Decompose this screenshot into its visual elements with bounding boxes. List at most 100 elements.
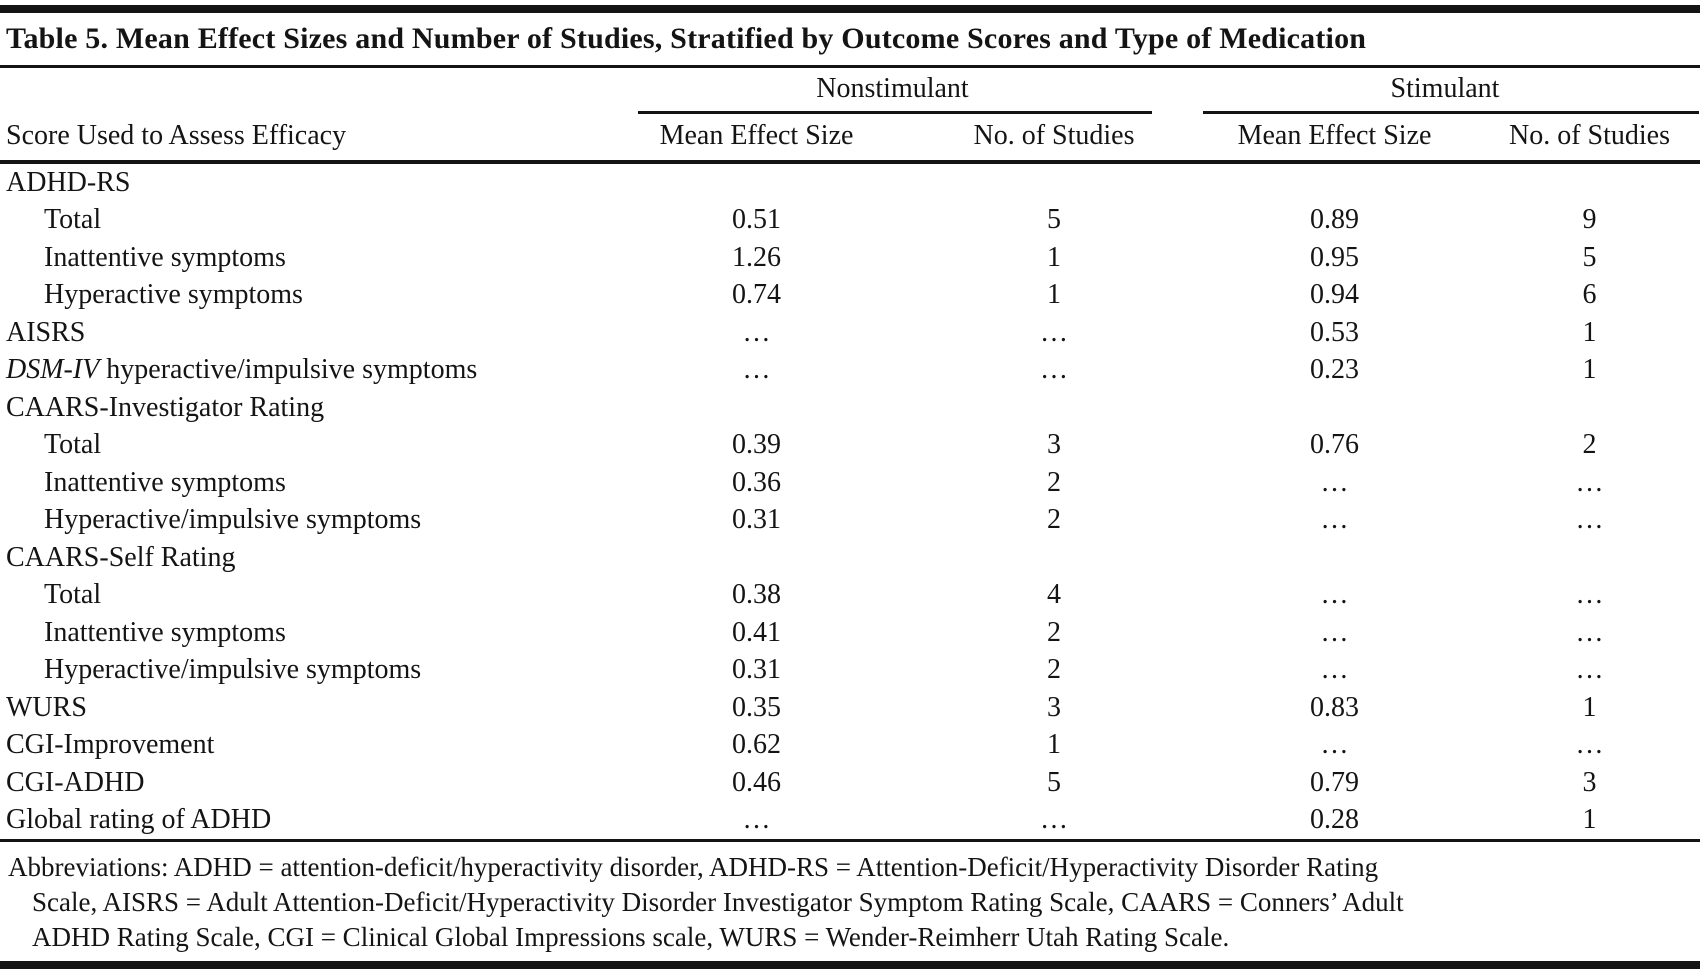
cell-value: 3: [1047, 691, 1061, 723]
table-row: Total 0.39 3 0.76 2: [0, 427, 1700, 465]
table-row: Hyperactive/impulsive symptoms 0.31 2 … …: [0, 502, 1700, 540]
cell-value: 2: [1047, 466, 1061, 498]
footnote-line: Scale, AISRS = Adult Attention-Deficit/H…: [32, 887, 1404, 917]
cell-value: 5: [1047, 204, 1061, 236]
row-label-italic-part: DSM-IV: [6, 354, 100, 386]
table-row: CAARS-Self Rating: [0, 539, 1700, 577]
cell-value: 0.76: [1310, 429, 1359, 461]
cell-value: 1: [1479, 801, 1700, 842]
row-label: ADHD-RS: [6, 166, 131, 198]
cell-value: 0.79: [1310, 766, 1359, 798]
table-row: Total 0.38 4 … …: [0, 577, 1700, 615]
top-rule: [0, 5, 1700, 13]
cell-value: 3: [1047, 429, 1061, 461]
cell-value: …: [1320, 466, 1349, 498]
table-row: Inattentive symptoms 1.26 1 0.95 5: [0, 239, 1700, 277]
cell-value: 3: [1582, 766, 1597, 798]
row-label: Hyperactive/impulsive symptoms: [44, 504, 422, 536]
row-label: Inattentive symptoms: [44, 616, 286, 648]
row-label: WURS: [6, 691, 87, 723]
cell-value: …: [1320, 616, 1349, 648]
table-row: Inattentive symptoms 0.41 2 … …: [0, 614, 1700, 652]
cell-value: 0.23: [1310, 354, 1359, 386]
row-label: Inattentive symptoms: [44, 241, 286, 273]
cell-value: 0.38: [732, 579, 781, 611]
cell-value: …: [1320, 579, 1349, 611]
cell-value: 2: [1047, 616, 1061, 648]
table-row: AISRS … … 0.53 1: [0, 314, 1700, 352]
cell-value: 4: [1047, 579, 1061, 611]
cell-value: 2: [1047, 654, 1061, 686]
cell-value: [1190, 162, 1479, 202]
row-label: CAARS-Investigator Rating: [6, 391, 325, 423]
cell-value: [1479, 162, 1700, 202]
row-label-rest: hyperactive/impulsive symptoms: [99, 354, 478, 386]
cell-value: 1: [1047, 729, 1061, 761]
cell-value: 1: [1047, 279, 1061, 311]
column-group-row: Nonstimulant Stimulant: [0, 68, 1700, 115]
table-row: ADHD-RS: [0, 162, 1700, 202]
cell-value: 0.31: [732, 504, 781, 536]
cell-value: 0.53: [1310, 316, 1359, 348]
cell-value: …: [1575, 616, 1604, 648]
empty-stub-cell: [0, 68, 595, 115]
cell-value: 2: [1582, 429, 1597, 461]
abbreviations-footnote: Abbreviations: ADHD = attention-deficit/…: [0, 842, 1700, 961]
column-header-stub: Score Used to Assess Efficacy: [0, 115, 595, 164]
row-label: Hyperactive symptoms: [44, 279, 303, 311]
footnote-line: Abbreviations: ADHD = attention-deficit/…: [8, 852, 1379, 882]
cell-value: …: [1575, 504, 1604, 536]
cell-value: …: [1320, 504, 1349, 536]
table-row: CGI-Improvement 0.62 1 … …: [0, 727, 1700, 765]
cell-value: [918, 162, 1190, 202]
bottom-rule: [0, 961, 1700, 969]
row-label: CGI-Improvement: [6, 729, 215, 761]
cell-value: 9: [1582, 204, 1597, 236]
nonstimulant-spanner-rule: [638, 111, 1152, 114]
cell-value: 5: [1582, 241, 1597, 273]
table-row: DSM-IV hyperactive/impulsive symptoms … …: [0, 352, 1700, 390]
stimulant-spanner-rule: [1203, 111, 1699, 114]
cell-value: …: [742, 316, 771, 348]
title-separator-rule: [0, 65, 1700, 68]
row-label: Inattentive symptoms: [44, 466, 286, 498]
table-title: Table 5. Mean Effect Sizes and Number of…: [6, 22, 1367, 55]
cell-value: …: [595, 801, 918, 842]
cell-value: 0.95: [1310, 241, 1359, 273]
cell-value: 0.31: [732, 654, 781, 686]
cell-value: 0.83: [1310, 691, 1359, 723]
effect-sizes-table: Nonstimulant Stimulant Score Used to Ass…: [0, 68, 1700, 842]
cell-value: 1: [1582, 316, 1597, 348]
cell-value: …: [1575, 654, 1604, 686]
cell-value: …: [1040, 354, 1068, 386]
cell-value: …: [1575, 579, 1604, 611]
cell-value: …: [918, 801, 1190, 842]
table-row: CGI-ADHD 0.46 5 0.79 3: [0, 764, 1700, 802]
footnote-line: ADHD Rating Scale, CGI = Clinical Global…: [32, 922, 1230, 952]
column-group-stimulant: Stimulant: [1190, 68, 1700, 115]
cell-value: 0.74: [732, 279, 781, 311]
table-row: Inattentive symptoms 0.36 2 … …: [0, 464, 1700, 502]
cell-value: …: [1575, 466, 1604, 498]
row-label: Hyperactive/impulsive symptoms: [44, 654, 422, 686]
column-group-nonstimulant: Nonstimulant: [595, 68, 1190, 115]
table-row: WURS 0.35 3 0.83 1: [0, 689, 1700, 727]
cell-value: 0.51: [732, 204, 781, 236]
cell-value: 0.62: [732, 729, 781, 761]
cell-value: [1479, 539, 1700, 577]
column-header-no-of-studies-stimulant: No. of Studies: [1479, 115, 1700, 164]
column-header-mean-effect-size-nonstimulant: Mean Effect Size: [595, 115, 918, 164]
cell-value: 0.28: [1190, 801, 1479, 842]
cell-value: 0.36: [732, 466, 781, 498]
cell-value: 0.35: [732, 691, 781, 723]
cell-value: 1.26: [732, 241, 781, 273]
cell-value: 1: [1582, 354, 1597, 386]
cell-value: 5: [1047, 766, 1061, 798]
cell-value: 6: [1582, 279, 1597, 311]
cell-value: [595, 162, 918, 202]
cell-value: 0.94: [1310, 279, 1359, 311]
row-label: Total: [44, 429, 102, 461]
cell-value: …: [1575, 729, 1604, 761]
column-header-no-of-studies-nonstimulant: No. of Studies: [918, 115, 1190, 164]
nonstimulant-group-label: Nonstimulant: [816, 73, 969, 104]
